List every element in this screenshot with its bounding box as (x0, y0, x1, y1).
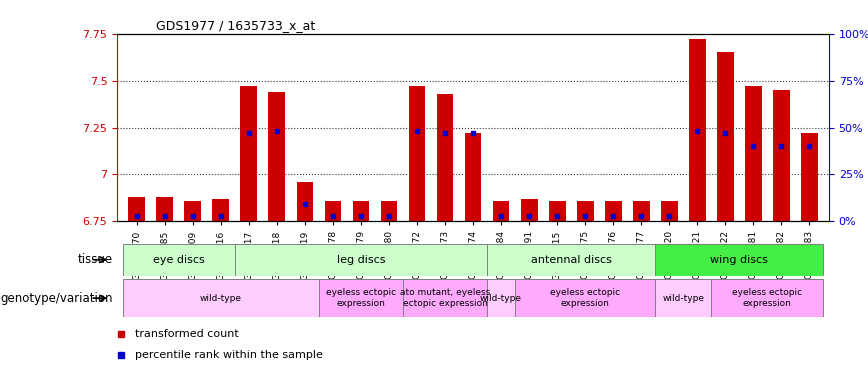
Text: antennal discs: antennal discs (530, 255, 612, 265)
Bar (487, 244, 655, 276)
Text: wild-type: wild-type (200, 294, 242, 303)
Bar (352, 201, 370, 221)
Bar (717, 53, 733, 221)
Text: transformed count: transformed count (135, 329, 239, 339)
Bar (493, 201, 510, 221)
Bar (801, 133, 818, 221)
Bar (268, 92, 286, 221)
Bar (655, 279, 711, 317)
Bar (689, 39, 706, 221)
Bar (122, 244, 235, 276)
Bar (549, 201, 566, 221)
Text: leg discs: leg discs (337, 255, 385, 265)
Bar (605, 201, 621, 221)
Text: eyeless ectopic
expression: eyeless ectopic expression (733, 288, 802, 308)
Bar (213, 199, 229, 221)
Text: tissue: tissue (78, 253, 113, 266)
Bar (711, 279, 824, 317)
Text: ato mutant, eyeless
ectopic expression: ato mutant, eyeless ectopic expression (400, 288, 490, 308)
Text: eye discs: eye discs (153, 255, 205, 265)
Text: wild-type: wild-type (662, 294, 704, 303)
Bar (235, 244, 487, 276)
Bar (521, 199, 537, 221)
Bar (661, 201, 678, 221)
Bar (745, 86, 762, 221)
Bar (128, 197, 145, 221)
Text: GDS1977 / 1635733_x_at: GDS1977 / 1635733_x_at (156, 19, 315, 32)
Bar (156, 197, 174, 221)
Bar (409, 86, 425, 221)
Bar (122, 279, 319, 317)
Bar (240, 86, 257, 221)
Text: eyeless ectopic
expression: eyeless ectopic expression (550, 288, 621, 308)
Bar (576, 201, 594, 221)
Bar (319, 279, 403, 317)
Bar (403, 279, 487, 317)
Bar (773, 90, 790, 221)
Text: genotype/variation: genotype/variation (0, 292, 113, 304)
Bar (633, 201, 649, 221)
Bar (184, 201, 201, 221)
Text: wing discs: wing discs (710, 255, 768, 265)
Text: wild-type: wild-type (480, 294, 522, 303)
Text: eyeless ectopic
expression: eyeless ectopic expression (326, 288, 396, 308)
Bar (487, 279, 515, 317)
Bar (380, 201, 398, 221)
Bar (515, 279, 655, 317)
Text: percentile rank within the sample: percentile rank within the sample (135, 350, 323, 360)
Bar (325, 201, 341, 221)
Bar (297, 182, 313, 221)
Bar (437, 94, 453, 221)
Bar (655, 244, 824, 276)
Bar (464, 133, 482, 221)
